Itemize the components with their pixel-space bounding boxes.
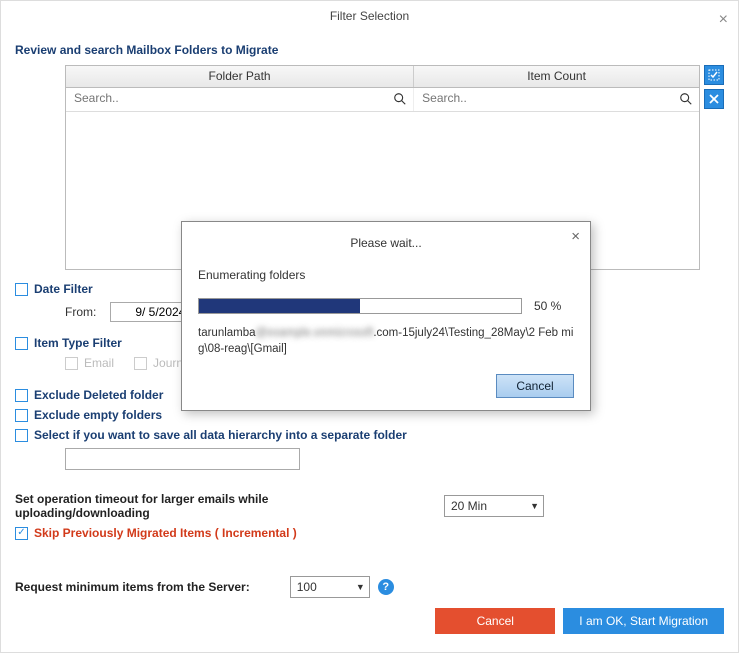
search-icon[interactable] — [393, 92, 407, 106]
dialog-status: Enumerating folders — [198, 268, 574, 282]
from-label: From: — [65, 305, 96, 319]
chevron-down-icon: ▼ — [356, 582, 365, 592]
separate-folder-checkbox[interactable] — [15, 429, 28, 442]
select-all-button[interactable] — [704, 65, 724, 85]
help-icon[interactable]: ? — [378, 579, 394, 595]
start-migration-button[interactable]: I am OK, Start Migration — [563, 608, 724, 634]
clear-all-button[interactable] — [704, 89, 724, 109]
skip-migrated-checkbox[interactable] — [15, 527, 28, 540]
exclude-empty-checkbox[interactable] — [15, 409, 28, 422]
search-folder-input[interactable] — [72, 90, 385, 106]
dialog-title: Please wait... — [198, 236, 574, 250]
progress-fill — [199, 299, 360, 313]
close-icon[interactable]: × — [719, 5, 728, 35]
separate-folder-label: Select if you want to save all data hier… — [34, 428, 407, 442]
timeout-value: 20 Min — [451, 499, 487, 513]
progress-percent: 50 % — [534, 299, 574, 313]
progress-dialog: × Please wait... Enumerating folders 50 … — [181, 221, 591, 411]
dialog-path: tarunlamba@example.onmicrosoft.com-15jul… — [198, 326, 574, 357]
request-min-select[interactable]: 100 ▼ — [290, 576, 370, 598]
chevron-down-icon: ▼ — [530, 501, 539, 511]
separate-folder-input[interactable] — [65, 448, 300, 470]
timeout-label: Set operation timeout for larger emails … — [15, 492, 404, 520]
email-checkbox — [65, 357, 78, 370]
journal-checkbox — [134, 357, 147, 370]
skip-migrated-label: Skip Previously Migrated Items ( Increme… — [34, 526, 297, 540]
page-heading: Review and search Mailbox Folders to Mig… — [15, 43, 724, 57]
progress-bar — [198, 298, 522, 314]
timeout-select[interactable]: 20 Min ▼ — [444, 495, 544, 517]
window-title: Filter Selection — [330, 9, 409, 23]
date-filter-label: Date Filter — [34, 282, 93, 296]
item-type-filter-label: Item Type Filter — [34, 336, 122, 350]
email-label: Email — [84, 356, 114, 370]
search-count-input[interactable] — [420, 90, 671, 106]
col-item-count[interactable]: Item Count — [414, 66, 699, 87]
date-filter-checkbox[interactable] — [15, 283, 28, 296]
dialog-close-icon[interactable]: × — [571, 228, 580, 245]
exclude-deleted-label: Exclude Deleted folder — [34, 388, 163, 402]
item-type-filter-checkbox[interactable] — [15, 337, 28, 350]
cancel-button[interactable]: Cancel — [435, 608, 555, 634]
dialog-cancel-button[interactable]: Cancel — [496, 374, 574, 398]
request-min-label: Request minimum items from the Server: — [15, 580, 250, 594]
search-icon[interactable] — [679, 92, 693, 106]
exclude-empty-label: Exclude empty folders — [34, 408, 162, 422]
request-min-value: 100 — [297, 580, 317, 594]
exclude-deleted-checkbox[interactable] — [15, 389, 28, 402]
col-folder-path[interactable]: Folder Path — [66, 66, 414, 87]
